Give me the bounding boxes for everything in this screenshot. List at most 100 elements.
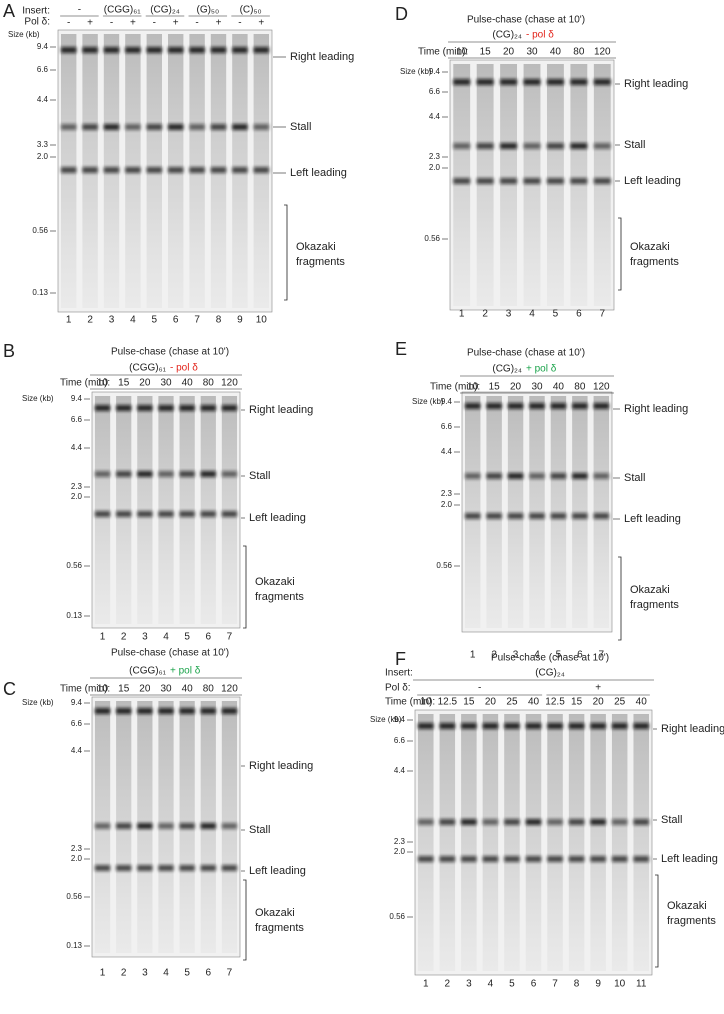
time-value: 10: [97, 378, 109, 389]
time-value: 120: [221, 684, 238, 695]
size-tick-label: 0.56: [66, 561, 82, 570]
construct: (CG)₂₄: [492, 30, 522, 41]
lane-smear: [453, 64, 471, 306]
gel-band: [550, 513, 567, 519]
band-label: Stall: [661, 814, 682, 826]
band-label: Left leading: [290, 167, 347, 179]
size-tick-label: 9.4: [71, 394, 83, 403]
size-tick-label: 6.6: [429, 87, 441, 96]
gel-band: [529, 473, 545, 479]
gel-band: [546, 178, 564, 184]
gel-band: [453, 79, 471, 85]
gel-band: [94, 471, 111, 477]
size-tick-label: 9.4: [71, 698, 83, 707]
okazaki-label: Okazaki: [667, 900, 707, 912]
size-tick-label: 4.4: [429, 112, 441, 121]
gel-band: [465, 403, 481, 409]
time-value: 30: [160, 684, 172, 695]
band-label: Right leading: [290, 51, 354, 63]
gel-band: [116, 708, 132, 714]
time-value: 40: [182, 378, 194, 389]
gel-band: [486, 473, 502, 479]
lane-smear: [221, 396, 238, 624]
lane-number: 1: [66, 315, 72, 326]
size-tick-label: 0.56: [66, 892, 82, 901]
gel-band: [137, 823, 153, 829]
lane-smear: [465, 396, 481, 628]
gel-band: [611, 723, 628, 729]
okazaki-label: Okazaki: [255, 576, 295, 588]
gel-band: [167, 124, 184, 130]
lane-smear: [593, 396, 609, 628]
band-label: Stall: [249, 470, 270, 482]
lane-number: 5: [553, 309, 559, 320]
time-value: 20: [593, 697, 605, 708]
gel-band: [546, 143, 564, 149]
time-value: 12.5: [438, 697, 458, 708]
gel-band: [439, 819, 456, 825]
lane-smear: [568, 714, 585, 971]
lane-number: 7: [194, 315, 200, 326]
time-value: 80: [574, 382, 586, 393]
time-value: 20: [139, 684, 151, 695]
gel-band: [60, 167, 77, 173]
size-tick-label: 3.3: [37, 140, 49, 149]
time-value: 10: [467, 382, 479, 393]
gel-band: [137, 708, 153, 714]
time-value: 40: [553, 382, 565, 393]
gel-band: [550, 473, 567, 479]
gel-band: [210, 47, 227, 53]
gel-band: [200, 865, 216, 871]
gel-band: [82, 47, 98, 53]
size-tick-label: 4.4: [71, 443, 83, 452]
lane-smear: [593, 64, 611, 306]
lane-smear: [94, 396, 111, 624]
gel-band: [590, 723, 606, 729]
gel-band: [116, 823, 132, 829]
panel-letter: D: [395, 4, 408, 24]
lane-number: 5: [509, 979, 515, 990]
panel-letter: F: [395, 649, 406, 669]
time-value: 80: [203, 684, 215, 695]
gel-band: [200, 823, 216, 829]
lane-number: 4: [488, 979, 494, 990]
time-label: Time (min):: [418, 47, 468, 58]
gel-band: [253, 47, 270, 53]
panel-letter: C: [3, 679, 16, 699]
time-value: 10: [456, 47, 468, 58]
gel-band: [82, 167, 98, 173]
size-label: Size (kb): [22, 394, 54, 403]
gel-band: [439, 856, 456, 862]
pol-sign: +: [216, 18, 222, 29]
gel-band: [94, 823, 111, 829]
gel-band: [547, 819, 563, 825]
gel-band: [486, 403, 502, 409]
gel-band: [593, 513, 609, 519]
gel-band: [116, 405, 132, 411]
bracket: [618, 556, 622, 641]
lane-number: 9: [237, 315, 243, 326]
pol-sign: +: [130, 18, 136, 29]
gel-band: [82, 124, 98, 130]
panel-letter: A: [3, 1, 15, 21]
time-value: 25: [506, 697, 518, 708]
band-label: Stall: [290, 121, 311, 133]
panel: D Size (kb)9.4 6.6 4.4 2.3 2.0 0.56 Right leadi…: [395, 4, 688, 320]
gel-band: [465, 473, 481, 479]
pol-label: Pol δ:: [24, 17, 50, 28]
condition: + pol δ: [170, 666, 201, 677]
gel-band: [461, 819, 477, 825]
gel-band: [221, 471, 238, 477]
panel: E Size (kb)9.4 6.6 4.4 2.3 2.0 0.56 Right leadi…: [395, 339, 688, 661]
gel-band: [418, 819, 434, 825]
pol-sign: -: [110, 18, 113, 29]
size-tick-label: 4.4: [71, 746, 83, 755]
size-tick-label: 4.4: [394, 766, 406, 775]
size-tick-label: 2.0: [71, 854, 83, 863]
panel-title: Pulse-chase (chase at 10'): [111, 648, 229, 659]
gel-band: [525, 819, 542, 825]
gel-band: [461, 856, 477, 862]
lane-number: 6: [206, 968, 212, 979]
size-tick-label: 2.0: [441, 500, 453, 509]
lane-smear: [200, 396, 216, 624]
